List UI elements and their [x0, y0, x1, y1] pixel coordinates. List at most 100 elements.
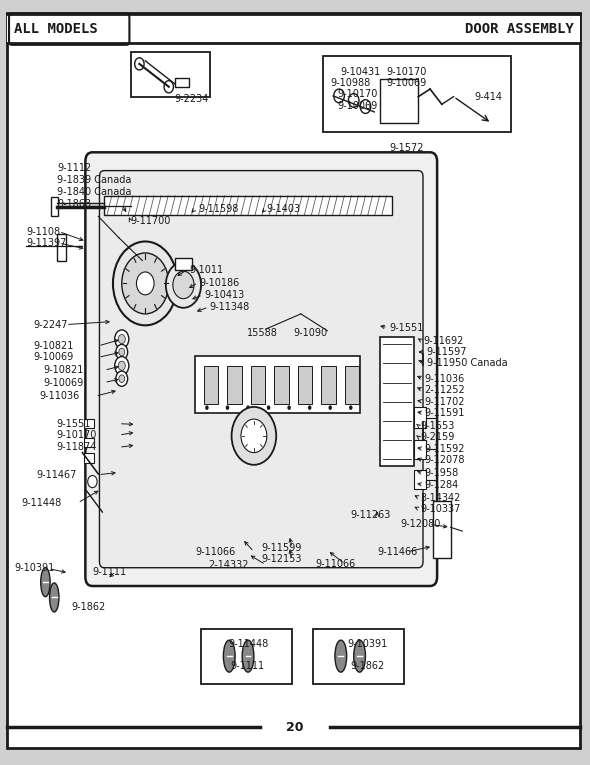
Text: 9-1090: 9-1090 — [293, 328, 327, 338]
Text: 9-12078: 9-12078 — [424, 455, 465, 465]
Circle shape — [173, 272, 194, 298]
Circle shape — [113, 242, 178, 325]
Circle shape — [334, 89, 345, 103]
Text: 9-10337: 9-10337 — [420, 504, 460, 514]
Circle shape — [226, 405, 230, 410]
Text: 9-1863: 9-1863 — [57, 199, 91, 209]
Text: 9-10069: 9-10069 — [34, 353, 74, 363]
Circle shape — [232, 407, 276, 465]
Text: 3-14342: 3-14342 — [420, 493, 460, 503]
Circle shape — [308, 405, 312, 410]
Bar — [204, 366, 218, 404]
Text: 9-10186: 9-10186 — [199, 278, 240, 288]
Circle shape — [116, 371, 127, 386]
Bar — [7, 15, 580, 44]
Text: 9-11467: 9-11467 — [37, 470, 77, 480]
Bar — [175, 77, 189, 86]
Circle shape — [360, 99, 371, 113]
Text: 9-10069: 9-10069 — [44, 377, 84, 388]
Text: 9-11874: 9-11874 — [56, 442, 96, 452]
Bar — [414, 440, 426, 459]
Circle shape — [349, 405, 353, 410]
Circle shape — [114, 356, 129, 375]
Circle shape — [136, 272, 154, 295]
Bar — [251, 366, 265, 404]
Circle shape — [122, 253, 169, 314]
Bar — [414, 470, 426, 489]
Text: 9-10391: 9-10391 — [14, 564, 54, 574]
Ellipse shape — [224, 640, 235, 672]
Text: 9-11692: 9-11692 — [423, 337, 463, 347]
Bar — [380, 79, 418, 123]
Circle shape — [246, 405, 250, 410]
Text: 9-11592: 9-11592 — [424, 444, 465, 454]
Text: 9-1958: 9-1958 — [424, 468, 458, 478]
Text: 9-11066: 9-11066 — [195, 547, 235, 557]
Text: 9-10170: 9-10170 — [56, 430, 96, 440]
Bar — [323, 57, 511, 132]
Text: 9-1551: 9-1551 — [56, 418, 90, 428]
FancyBboxPatch shape — [86, 152, 437, 586]
Bar — [84, 419, 94, 428]
Bar — [130, 53, 210, 96]
Text: 20: 20 — [286, 721, 304, 734]
Text: 9-10413: 9-10413 — [204, 290, 244, 300]
Text: 9-10170: 9-10170 — [338, 90, 378, 99]
Bar — [313, 629, 404, 684]
Circle shape — [205, 405, 209, 410]
Text: 9-11599: 9-11599 — [261, 543, 302, 553]
Circle shape — [88, 476, 97, 487]
Circle shape — [119, 348, 124, 356]
Text: 9-11597: 9-11597 — [427, 347, 467, 357]
Circle shape — [119, 375, 124, 382]
Text: 9-11263: 9-11263 — [350, 510, 391, 520]
Circle shape — [287, 405, 291, 410]
Text: 9-1284: 9-1284 — [424, 480, 458, 490]
Text: 9-11591: 9-11591 — [424, 408, 464, 418]
Ellipse shape — [335, 640, 347, 672]
Bar — [345, 366, 359, 404]
Text: 9-1840 Canada: 9-1840 Canada — [57, 187, 132, 197]
FancyBboxPatch shape — [100, 171, 423, 568]
Bar — [228, 366, 241, 404]
Text: 9-12080: 9-12080 — [401, 519, 441, 529]
Ellipse shape — [242, 640, 254, 672]
FancyBboxPatch shape — [9, 14, 129, 45]
Text: 9-1553: 9-1553 — [420, 421, 454, 431]
Circle shape — [114, 330, 129, 348]
Circle shape — [118, 334, 125, 343]
Text: 9-10069: 9-10069 — [386, 78, 426, 88]
Ellipse shape — [354, 640, 365, 672]
Text: 9-11036: 9-11036 — [424, 373, 464, 384]
Text: 9-1862: 9-1862 — [72, 601, 106, 611]
Text: 9-11066: 9-11066 — [315, 559, 355, 569]
Text: 9-1572: 9-1572 — [389, 143, 424, 153]
Bar — [414, 407, 426, 428]
Text: 9-11348: 9-11348 — [210, 302, 250, 312]
Text: 9-11466: 9-11466 — [377, 547, 418, 557]
Bar — [84, 438, 94, 448]
Circle shape — [118, 361, 125, 370]
Text: 9-2159: 9-2159 — [420, 432, 454, 442]
Text: ALL MODELS: ALL MODELS — [14, 22, 98, 36]
Text: 9-2234: 9-2234 — [175, 94, 209, 104]
Text: 9-11950 Canada: 9-11950 Canada — [427, 358, 507, 368]
Text: 9-10069: 9-10069 — [338, 101, 378, 111]
Text: 9-11448: 9-11448 — [228, 639, 268, 649]
Text: 9-1862: 9-1862 — [351, 661, 385, 671]
Text: 9-1551: 9-1551 — [389, 323, 424, 333]
Bar — [274, 366, 289, 404]
Bar — [175, 259, 192, 270]
Text: 9-11397: 9-11397 — [26, 238, 67, 248]
Circle shape — [116, 344, 127, 360]
Circle shape — [267, 405, 270, 410]
Ellipse shape — [41, 568, 50, 597]
Text: 9-1839 Canada: 9-1839 Canada — [57, 174, 132, 185]
Text: 9-10988: 9-10988 — [330, 78, 371, 88]
Text: 9-11448: 9-11448 — [21, 498, 61, 508]
Text: 9-10431: 9-10431 — [341, 67, 381, 77]
Circle shape — [164, 80, 173, 93]
Bar — [298, 366, 312, 404]
Circle shape — [349, 93, 359, 107]
Bar — [104, 196, 392, 215]
